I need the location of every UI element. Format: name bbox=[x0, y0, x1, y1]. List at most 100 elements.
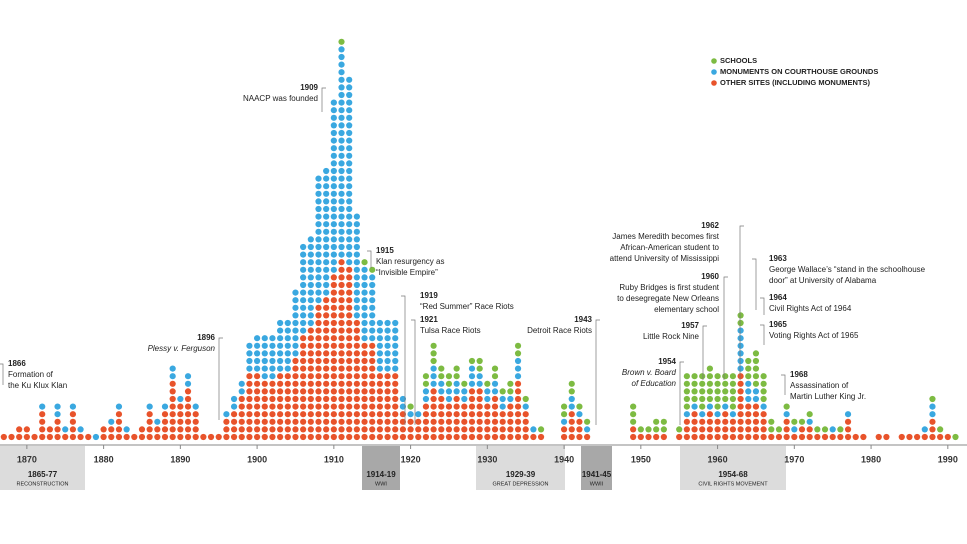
dot bbox=[461, 418, 468, 425]
dot bbox=[315, 357, 322, 365]
dot-segment bbox=[814, 433, 821, 441]
dot-segment bbox=[729, 418, 737, 441]
dot bbox=[277, 327, 284, 334]
dot bbox=[323, 380, 330, 387]
dot bbox=[253, 357, 261, 365]
dot bbox=[676, 426, 683, 433]
dot bbox=[376, 365, 383, 372]
dot bbox=[361, 274, 368, 281]
dot bbox=[798, 426, 806, 433]
dot bbox=[315, 281, 322, 289]
dot-segment bbox=[253, 373, 261, 441]
dot bbox=[338, 76, 345, 83]
dot bbox=[346, 190, 353, 197]
dot bbox=[453, 411, 460, 418]
dot bbox=[192, 433, 199, 441]
dot bbox=[883, 433, 890, 441]
dot-segment bbox=[491, 395, 499, 441]
dot bbox=[384, 388, 391, 395]
dot-segment bbox=[338, 46, 345, 258]
annotation-text: the Ku Klux Klan bbox=[8, 381, 67, 390]
dot-segment bbox=[230, 411, 238, 441]
dot bbox=[499, 426, 506, 433]
dot bbox=[192, 418, 199, 425]
dot bbox=[223, 418, 230, 425]
dot-segment bbox=[422, 403, 430, 441]
dot-segment bbox=[722, 403, 729, 410]
dot bbox=[514, 426, 522, 433]
dot bbox=[752, 411, 760, 418]
dot bbox=[476, 388, 483, 395]
dot bbox=[783, 411, 790, 418]
annotation-text: “Invisible Empire” bbox=[376, 268, 438, 277]
dot-segment bbox=[292, 289, 299, 357]
dot bbox=[23, 426, 30, 433]
dot bbox=[330, 160, 337, 167]
dot bbox=[100, 426, 107, 433]
dot-segment bbox=[392, 319, 399, 372]
dot bbox=[146, 426, 153, 433]
dot bbox=[722, 388, 729, 395]
dot bbox=[54, 426, 61, 433]
dot bbox=[330, 373, 337, 380]
dot bbox=[253, 433, 261, 441]
dot bbox=[315, 190, 322, 197]
dot bbox=[346, 297, 353, 304]
dot bbox=[323, 228, 330, 235]
dot bbox=[560, 403, 568, 410]
dot bbox=[307, 251, 314, 258]
dot bbox=[752, 395, 760, 403]
dot bbox=[430, 357, 437, 365]
dot bbox=[445, 426, 453, 433]
dot bbox=[277, 350, 284, 357]
dot bbox=[392, 395, 399, 403]
dot bbox=[292, 433, 299, 441]
dot bbox=[261, 357, 268, 365]
dot bbox=[277, 319, 284, 327]
dot bbox=[353, 221, 360, 228]
annotation-year: 1921 bbox=[420, 315, 438, 324]
dot bbox=[338, 114, 345, 121]
dot bbox=[722, 411, 729, 418]
dot bbox=[369, 388, 376, 395]
period-years: 1954-68 bbox=[718, 470, 748, 479]
dot bbox=[430, 388, 437, 395]
dot bbox=[376, 388, 383, 395]
dot bbox=[346, 373, 353, 380]
dot bbox=[676, 433, 683, 441]
dot bbox=[315, 388, 322, 395]
dot bbox=[207, 433, 215, 441]
dot bbox=[115, 433, 123, 441]
dot bbox=[315, 433, 322, 441]
dot-segment bbox=[530, 426, 537, 433]
dot-segment bbox=[537, 433, 545, 441]
dot bbox=[499, 403, 506, 410]
dot bbox=[369, 380, 376, 387]
dot-segment bbox=[576, 418, 583, 441]
dot-segment bbox=[821, 433, 829, 441]
annotation-year: 1964 bbox=[769, 293, 787, 302]
dot bbox=[330, 167, 337, 175]
annotation-text: Ruby Bridges is first student bbox=[619, 283, 719, 292]
x-tick-label: 1870 bbox=[17, 454, 37, 464]
dot bbox=[752, 403, 760, 410]
dot bbox=[315, 221, 322, 228]
dot bbox=[330, 107, 337, 114]
dot bbox=[269, 418, 276, 425]
dot bbox=[338, 160, 345, 167]
dot bbox=[914, 433, 921, 441]
dot bbox=[169, 426, 176, 433]
dot-segment bbox=[277, 373, 284, 441]
dot bbox=[369, 266, 376, 273]
dot bbox=[530, 433, 537, 441]
dot bbox=[514, 395, 522, 403]
dot-segment bbox=[829, 433, 836, 441]
dot bbox=[568, 418, 575, 425]
dot-segment bbox=[584, 433, 591, 441]
dot bbox=[745, 403, 752, 410]
dot bbox=[837, 426, 844, 433]
dot bbox=[338, 297, 345, 304]
dot bbox=[714, 388, 721, 395]
dot-segment bbox=[676, 426, 683, 433]
dot bbox=[745, 433, 752, 441]
